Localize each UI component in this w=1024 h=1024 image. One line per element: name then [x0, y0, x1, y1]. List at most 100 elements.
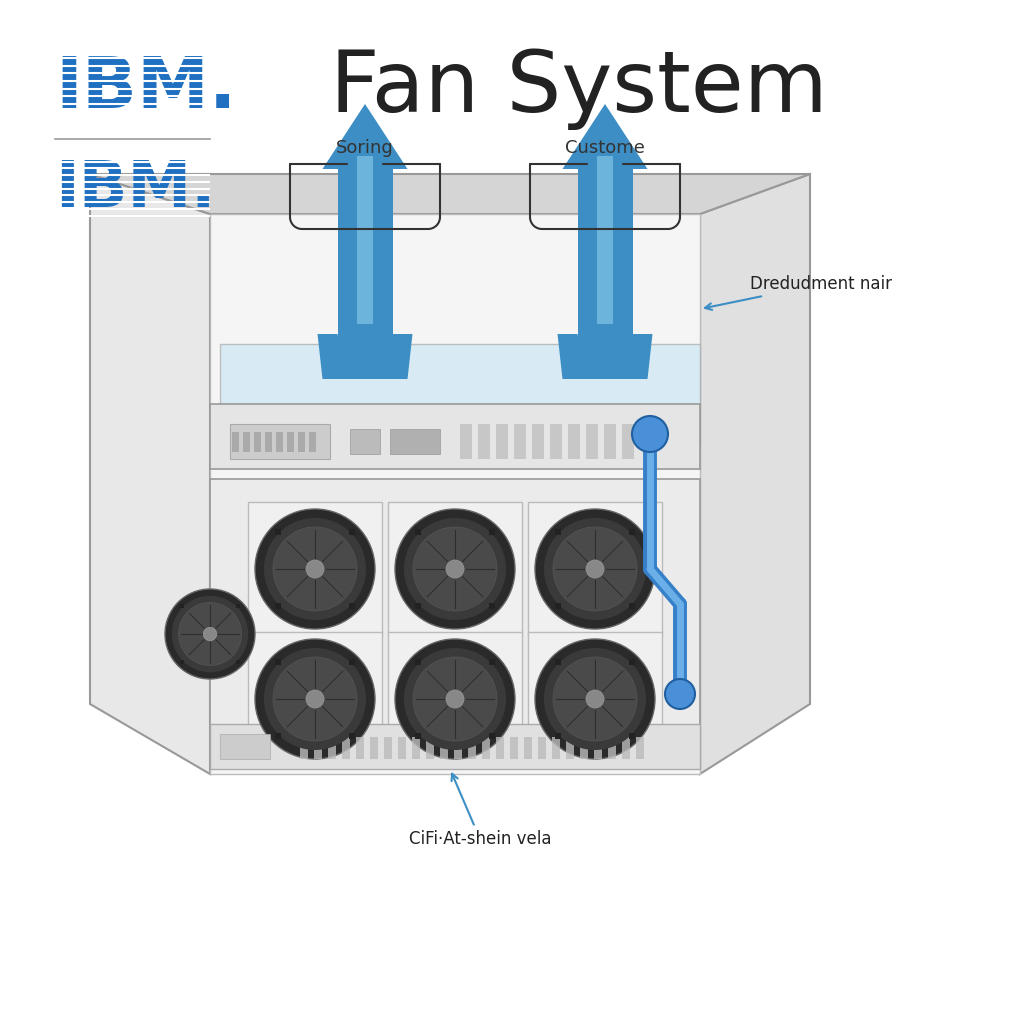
- Polygon shape: [597, 156, 613, 324]
- Circle shape: [255, 509, 375, 629]
- Bar: [384, 737, 392, 759]
- Bar: [230, 424, 330, 459]
- Circle shape: [446, 690, 464, 708]
- Bar: [349, 603, 355, 609]
- Bar: [274, 658, 281, 665]
- Circle shape: [535, 639, 655, 759]
- Polygon shape: [557, 334, 588, 379]
- Bar: [630, 603, 635, 609]
- Bar: [510, 737, 518, 759]
- Bar: [555, 733, 561, 739]
- Circle shape: [165, 589, 255, 679]
- Bar: [298, 432, 305, 452]
- Circle shape: [255, 639, 375, 759]
- Bar: [555, 603, 561, 609]
- Bar: [415, 603, 421, 609]
- Bar: [528, 502, 662, 636]
- Bar: [370, 737, 378, 759]
- Bar: [398, 737, 406, 759]
- Bar: [180, 604, 184, 608]
- Polygon shape: [210, 214, 700, 774]
- Bar: [604, 424, 616, 459]
- Polygon shape: [562, 104, 647, 169]
- Bar: [388, 632, 522, 766]
- Circle shape: [446, 560, 464, 578]
- Circle shape: [264, 648, 366, 750]
- Bar: [636, 737, 644, 759]
- Bar: [412, 737, 420, 759]
- Polygon shape: [323, 104, 408, 169]
- Polygon shape: [210, 404, 700, 469]
- Bar: [274, 528, 281, 535]
- Bar: [586, 424, 598, 459]
- Bar: [568, 424, 580, 459]
- Circle shape: [535, 509, 655, 629]
- Circle shape: [273, 527, 357, 611]
- Bar: [468, 737, 476, 759]
- Circle shape: [586, 560, 604, 578]
- Text: IBM.: IBM.: [55, 158, 215, 220]
- Circle shape: [306, 560, 324, 578]
- Text: Soring: Soring: [336, 139, 394, 157]
- Bar: [489, 658, 496, 665]
- Bar: [550, 424, 562, 459]
- Bar: [552, 737, 560, 759]
- Bar: [622, 737, 630, 759]
- Bar: [489, 733, 496, 739]
- Bar: [248, 632, 382, 766]
- Bar: [482, 737, 490, 759]
- Bar: [566, 737, 574, 759]
- Bar: [220, 734, 270, 759]
- Bar: [349, 733, 355, 739]
- Text: Dredudment nair: Dredudment nair: [705, 275, 892, 310]
- Bar: [594, 737, 602, 759]
- Bar: [580, 737, 588, 759]
- Bar: [349, 658, 355, 665]
- Polygon shape: [578, 334, 633, 379]
- Bar: [415, 528, 421, 535]
- Bar: [248, 502, 382, 636]
- Bar: [630, 733, 635, 739]
- Bar: [532, 424, 544, 459]
- Bar: [478, 424, 490, 459]
- Circle shape: [203, 628, 217, 641]
- Bar: [460, 424, 472, 459]
- Circle shape: [404, 518, 506, 620]
- Bar: [276, 432, 283, 452]
- Bar: [274, 603, 281, 609]
- Bar: [287, 432, 294, 452]
- Bar: [514, 424, 526, 459]
- Bar: [489, 528, 496, 535]
- Polygon shape: [210, 479, 700, 769]
- Bar: [538, 737, 546, 759]
- Bar: [342, 737, 350, 759]
- Bar: [349, 528, 355, 535]
- Bar: [243, 432, 250, 452]
- Bar: [496, 424, 508, 459]
- Bar: [210, 724, 700, 769]
- Bar: [415, 658, 421, 665]
- Bar: [555, 528, 561, 535]
- Text: Custome: Custome: [565, 139, 645, 157]
- Circle shape: [395, 509, 515, 629]
- Circle shape: [665, 679, 695, 709]
- Polygon shape: [623, 334, 652, 379]
- Bar: [236, 659, 241, 665]
- Circle shape: [586, 690, 604, 708]
- Polygon shape: [383, 334, 413, 379]
- Bar: [236, 604, 241, 608]
- Bar: [254, 432, 261, 452]
- Bar: [300, 737, 308, 759]
- Bar: [232, 432, 239, 452]
- Bar: [496, 737, 504, 759]
- Bar: [314, 737, 322, 759]
- Bar: [440, 737, 449, 759]
- Polygon shape: [90, 174, 210, 774]
- Circle shape: [306, 690, 324, 708]
- Bar: [415, 733, 421, 739]
- Bar: [388, 502, 522, 636]
- Circle shape: [544, 518, 646, 620]
- Circle shape: [553, 527, 637, 611]
- Bar: [390, 429, 440, 454]
- Circle shape: [632, 416, 668, 452]
